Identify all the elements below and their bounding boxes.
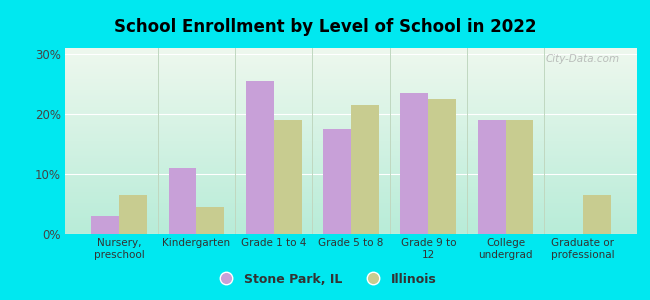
Bar	[246, 81, 274, 234]
Bar	[478, 120, 506, 234]
Bar	[351, 105, 379, 234]
Bar	[119, 195, 147, 234]
Legend: Stone Park, IL, Illinois: Stone Park, IL, Illinois	[209, 268, 441, 291]
Bar	[583, 195, 611, 234]
Text: City-Data.com: City-Data.com	[546, 54, 620, 64]
Bar	[506, 120, 534, 234]
Bar	[168, 168, 196, 234]
Bar	[428, 99, 456, 234]
Bar	[91, 216, 119, 234]
Text: School Enrollment by Level of School in 2022: School Enrollment by Level of School in …	[114, 18, 536, 36]
Bar	[196, 207, 224, 234]
Bar	[400, 93, 428, 234]
Bar	[323, 129, 351, 234]
Bar	[274, 120, 302, 234]
